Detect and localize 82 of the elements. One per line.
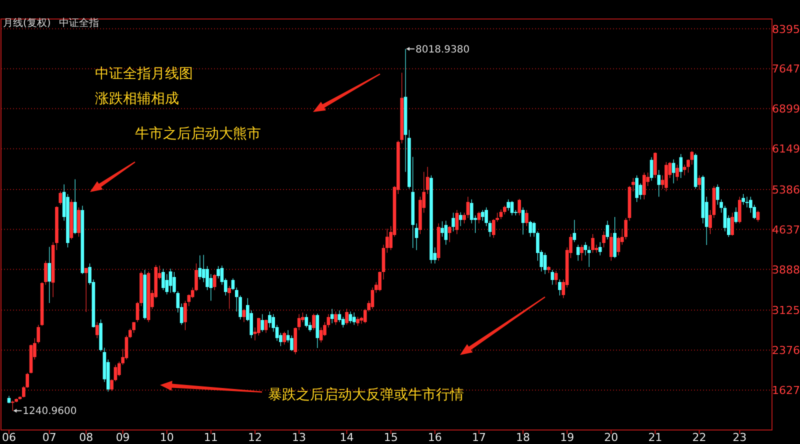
candlestick xyxy=(44,260,48,286)
y-tick-label: 3125 xyxy=(772,304,800,318)
candlestick xyxy=(268,311,272,328)
x-tick-label: 12 xyxy=(248,431,262,444)
annotation: 暴跌之后启动大反弹或牛市行情 xyxy=(268,387,464,403)
candlestick xyxy=(738,196,742,224)
candlestick xyxy=(304,314,308,328)
x-tick-label: 22 xyxy=(692,431,706,444)
x-tick-label: 21 xyxy=(648,431,662,444)
candlestick xyxy=(228,286,231,310)
candlestick xyxy=(676,164,679,181)
candlestick xyxy=(730,212,734,236)
y-tick-label: 7647 xyxy=(772,62,800,76)
candlestick xyxy=(430,175,433,264)
candlestick xyxy=(657,170,661,198)
annotation: 涨跌相辅相成 xyxy=(95,91,179,107)
candlestick xyxy=(77,207,80,238)
candlestick xyxy=(609,232,613,262)
x-tick-label: 06 xyxy=(2,431,16,444)
x-tick-label: 16 xyxy=(428,431,442,444)
candlestick xyxy=(613,216,616,258)
y-tick-label: 6149 xyxy=(772,142,800,156)
x-tick-label: 09 xyxy=(116,431,130,444)
candlestick xyxy=(587,246,591,268)
candlestick xyxy=(635,175,638,202)
candlestick xyxy=(698,175,701,190)
x-tick-label: 10 xyxy=(160,431,174,444)
candlestick xyxy=(452,212,455,232)
candlestick xyxy=(525,210,528,226)
candlestick xyxy=(95,322,99,338)
y-tick-label: 3888 xyxy=(772,263,800,276)
candlestick xyxy=(312,313,316,330)
candlestick xyxy=(212,274,216,290)
y-tick-label: 4637 xyxy=(772,223,800,236)
candlestick xyxy=(84,268,88,312)
chart-title: 月线(复权) xyxy=(3,17,51,29)
candlestick xyxy=(580,244,584,262)
y-tick-label: 2376 xyxy=(772,344,800,358)
candlestick xyxy=(162,268,165,290)
candlestick xyxy=(58,191,62,206)
candlestick xyxy=(260,314,264,332)
candlestick xyxy=(334,311,338,326)
x-tick-label: 11 xyxy=(204,431,218,444)
candlestick xyxy=(458,212,462,226)
x-tick-label: 13 xyxy=(292,431,306,444)
x-tick-label: 23 xyxy=(732,431,747,444)
candlestick xyxy=(598,242,602,256)
candlestick xyxy=(742,194,745,206)
candlestick xyxy=(550,270,554,286)
candlestick xyxy=(330,308,334,324)
y-tick-label: 1627 xyxy=(772,384,800,398)
chart-subtitle: 中证全指 xyxy=(58,17,99,29)
x-tick-label: 07 xyxy=(42,431,56,444)
annotation: 中证全指月线图 xyxy=(95,66,193,82)
x-tick-label: 14 xyxy=(340,431,354,444)
candlestick xyxy=(632,178,635,192)
candlestick xyxy=(518,198,521,216)
candlestick xyxy=(11,400,14,412)
value-note: 1240.9600 xyxy=(13,406,77,418)
x-tick-label: 15 xyxy=(384,431,398,444)
value-note: 8018.9380 xyxy=(406,44,470,56)
candlestick xyxy=(602,231,606,248)
candlestick xyxy=(664,162,668,192)
candlestick xyxy=(282,331,286,345)
candlestick xyxy=(558,279,562,296)
candlestick xyxy=(528,220,532,238)
candlestick xyxy=(642,172,646,200)
x-tick-label: 17 xyxy=(472,431,486,444)
candlestick xyxy=(679,154,683,178)
y-tick-label: 6899 xyxy=(772,102,800,116)
x-tick-label: 08 xyxy=(79,431,94,444)
x-tick-label: 18 xyxy=(516,431,530,444)
annotation: 牛市之后启动大熊市 xyxy=(135,126,261,142)
candlestick xyxy=(143,270,146,320)
candlestick xyxy=(654,152,657,178)
candlestick xyxy=(48,246,52,304)
y-tick-label: 5386 xyxy=(772,183,800,196)
y-tick-label: 8395 xyxy=(772,22,800,36)
x-tick-label: 19 xyxy=(560,431,574,444)
candlestick xyxy=(345,308,348,326)
x-tick-label: 20 xyxy=(604,431,618,444)
candlestick xyxy=(591,234,594,254)
